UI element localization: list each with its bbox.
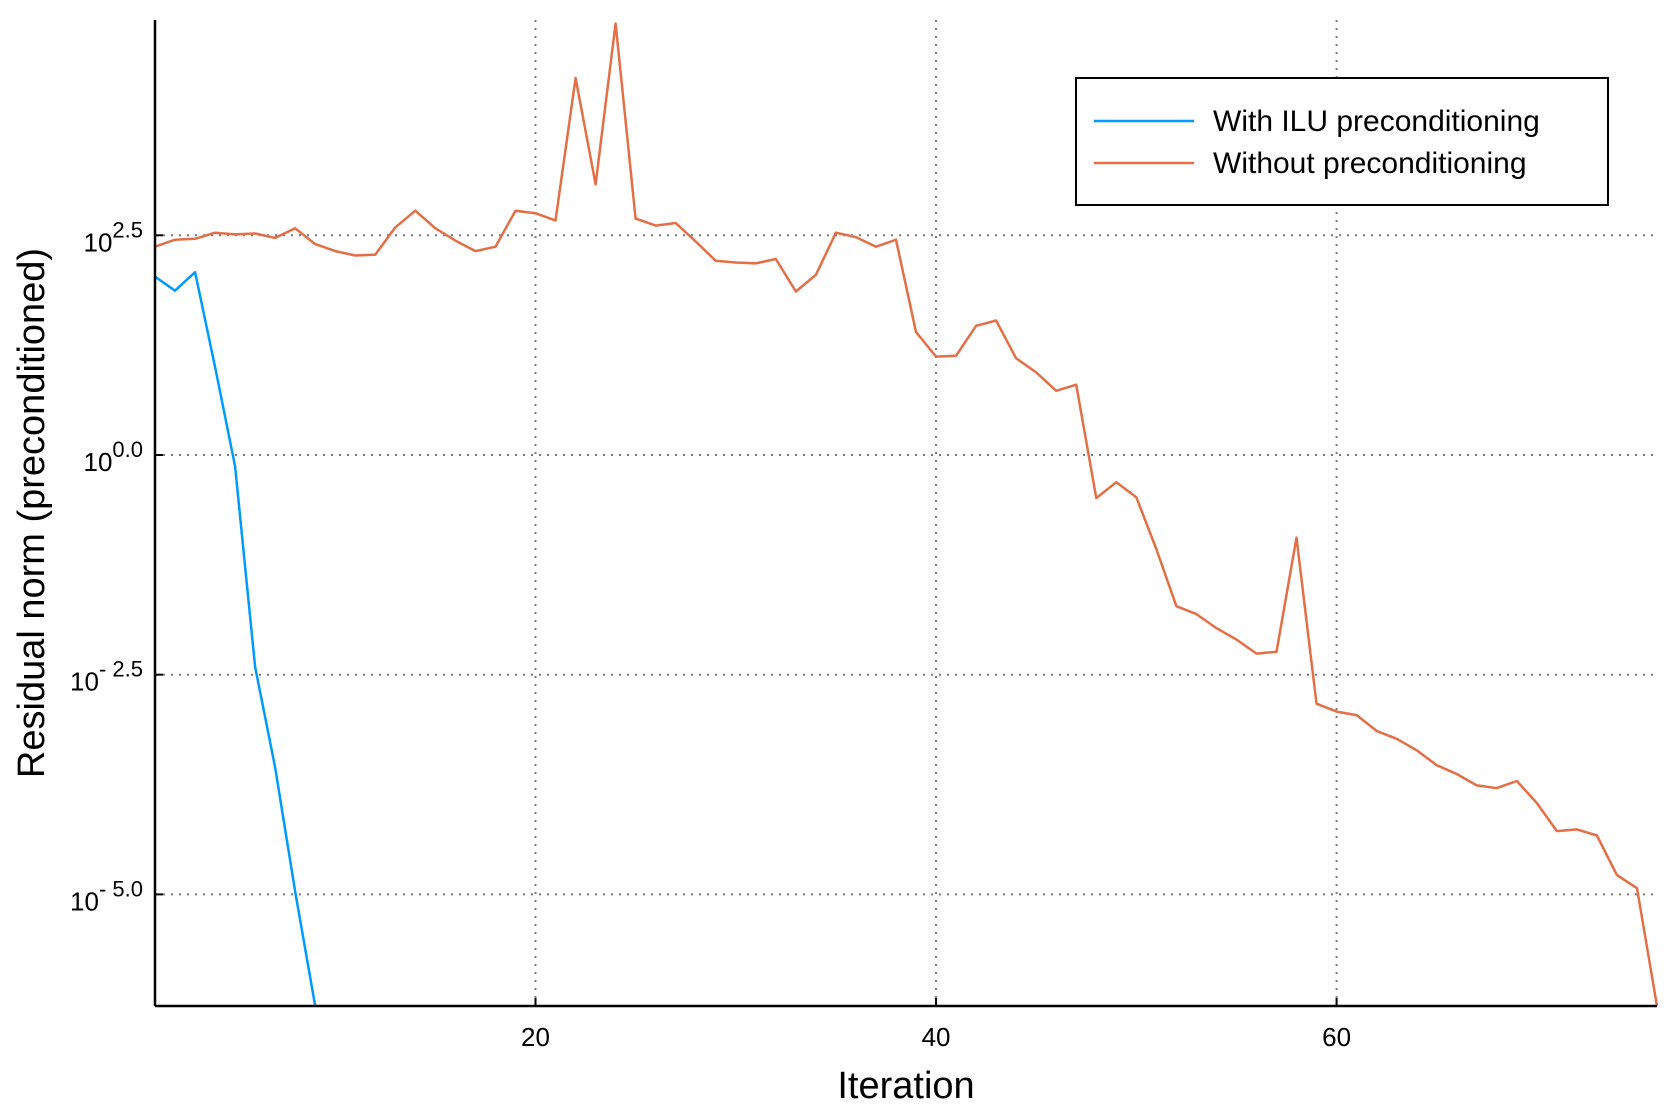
axes bbox=[153, 20, 1657, 1008]
legend-box bbox=[1075, 77, 1609, 206]
tick-labels: 20 40 60 102.5 100.0 10- 2.5 10- 5.0 bbox=[70, 217, 1351, 1052]
x-tick-label: 40 bbox=[922, 1022, 951, 1052]
x-axis-title: Iteration bbox=[837, 1065, 974, 1107]
x-tick-label: 20 bbox=[521, 1022, 550, 1052]
legend-label-no-precond: Without preconditioning bbox=[1213, 147, 1527, 180]
x-tick-label: 60 bbox=[1322, 1022, 1351, 1052]
series-line-ilu bbox=[154, 270, 317, 1007]
series-line-no-precond bbox=[154, 22, 1659, 1007]
y-tick-label: 10- 2.5 bbox=[70, 657, 143, 697]
y-tick-label: 100.0 bbox=[83, 437, 143, 477]
y-tick-label: 102.5 bbox=[83, 217, 143, 257]
y-axis-title: Residual norm (preconditioned) bbox=[11, 248, 53, 778]
y-tick-label: 10- 5.0 bbox=[70, 876, 143, 916]
plot-series bbox=[154, 22, 1659, 1007]
legend: With ILU preconditioning Without precond… bbox=[1075, 77, 1609, 206]
legend-label-ilu: With ILU preconditioning bbox=[1213, 105, 1540, 138]
